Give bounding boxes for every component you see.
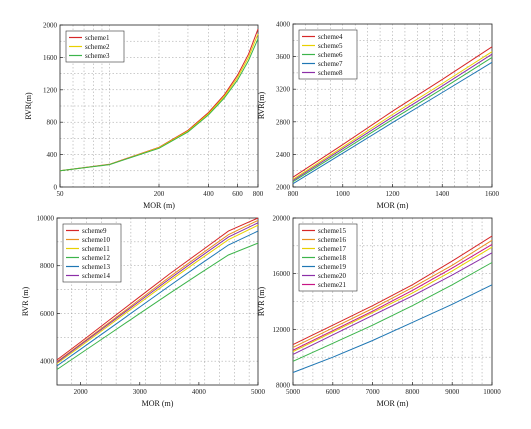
series-line-scheme21: [292, 243, 493, 351]
x-tick-label: 3000: [133, 388, 148, 396]
x-axis-label: MOR (m): [377, 399, 409, 408]
legend-label-scheme19: scheme19: [318, 263, 346, 271]
legend-label-scheme1: scheme1: [85, 34, 110, 42]
y-axis-label: RVR(m): [257, 91, 266, 119]
x-axis-label: MOR (m): [142, 399, 174, 408]
x-tick-label: 1000: [336, 190, 351, 198]
legend-label-scheme9: scheme9: [82, 227, 107, 235]
y-tick-label: 8000: [40, 262, 55, 270]
series-line-scheme4: [292, 46, 493, 178]
y-axis-label: RVR (m): [257, 286, 266, 316]
series-line-scheme20: [292, 252, 493, 355]
legend-label-scheme2: scheme2: [85, 43, 110, 51]
series-line-scheme17: [292, 246, 493, 353]
x-tick-label: 200: [154, 190, 165, 198]
chart-panel-2: 800 1000 1200 1400 1600 2000 2400 2800 3200 3600 4…: [257, 21, 500, 211]
y-tick-label: 0: [54, 184, 58, 192]
legend-label-scheme6: scheme6: [318, 51, 343, 59]
chart-panel-3: 2000 3000 4000 5000 4000 6000 8000 10000 MOR (m)…: [21, 215, 266, 409]
chart-panel-1: 50 200 400 600 800 0 400 800 1200 1600 2000 MOR (m)…: [24, 22, 264, 211]
y-tick-label: 6000: [40, 310, 55, 318]
x-tick-label: 5000: [286, 388, 301, 396]
legend-label-scheme4: scheme4: [318, 33, 343, 41]
series-line-scheme3: [59, 38, 259, 172]
x-tick-label: 800: [288, 190, 299, 198]
legend-label-scheme8: scheme8: [318, 69, 343, 77]
plot-frame: [56, 217, 259, 386]
legend-label-scheme10: scheme10: [82, 236, 110, 244]
x-tick-label: 10000: [483, 388, 501, 396]
x-tick-label: 7000: [366, 388, 381, 396]
x-tick-label: 800: [253, 190, 264, 198]
y-axis-label: RVR(m): [24, 92, 33, 120]
y-tick-label: 2000: [43, 22, 58, 30]
series-line-scheme10: [56, 219, 259, 363]
series-line-scheme5: [292, 51, 493, 180]
x-tick-label: 8000: [405, 388, 420, 396]
y-tick-label: 8000: [276, 382, 291, 390]
x-tick-label: 600: [232, 190, 243, 198]
legend-label-scheme17: scheme17: [318, 245, 346, 253]
x-tick-label: 5000: [251, 388, 266, 396]
x-tick-label: 1400: [435, 190, 450, 198]
legend-label-scheme20: scheme20: [318, 272, 346, 280]
legend-label-scheme13: scheme13: [82, 263, 110, 271]
x-axis-label: MOR (m): [143, 201, 175, 210]
series-line-scheme12: [56, 242, 259, 370]
series-line-scheme16: [292, 239, 493, 348]
series-line-scheme8: [292, 53, 493, 181]
x-tick-label: 50: [57, 190, 65, 198]
plot-frame: [292, 217, 493, 386]
series-line-scheme9: [56, 217, 259, 361]
series-line-scheme18: [292, 262, 493, 362]
legend-label-scheme3: scheme3: [85, 52, 110, 60]
y-tick-label: 20000: [273, 215, 291, 223]
series-line-scheme11: [56, 224, 259, 364]
legend-label-scheme14: scheme14: [82, 272, 110, 280]
y-tick-label: 2800: [276, 118, 291, 126]
legend-label-scheme18: scheme18: [318, 254, 346, 262]
y-tick-label: 10000: [37, 215, 55, 223]
x-tick-label: 2000: [74, 388, 89, 396]
y-tick-label: 12000: [273, 326, 291, 334]
y-tick-label: 1600: [43, 54, 58, 62]
y-tick-label: 4000: [276, 21, 291, 29]
y-tick-label: 400: [47, 151, 58, 159]
series-line-scheme7: [292, 61, 493, 185]
x-axis-label: MOR (m): [377, 201, 409, 210]
x-tick-label: 1600: [485, 190, 500, 198]
legend-label-scheme5: scheme5: [318, 42, 343, 50]
x-tick-label: 400: [203, 190, 214, 198]
series-line-scheme19: [292, 284, 493, 373]
legend-label-scheme21: scheme21: [318, 281, 346, 289]
series-line-scheme13: [56, 230, 259, 367]
legend-label-scheme16: scheme16: [318, 236, 346, 244]
y-tick-label: 2000: [276, 184, 291, 192]
y-tick-label: 2400: [276, 151, 291, 159]
legend-label-scheme7: scheme7: [318, 60, 343, 68]
y-tick-label: 800: [47, 119, 58, 127]
x-tick-label: 6000: [326, 388, 341, 396]
y-tick-label: 3200: [276, 86, 291, 94]
x-tick-label: 1200: [386, 190, 401, 198]
legend-label-scheme15: scheme15: [318, 227, 346, 235]
y-tick-label: 3600: [276, 53, 291, 61]
chart-panel-4: 5000 6000 7000 8000 9000 10000 8000 12000 16000 2…: [257, 215, 501, 409]
y-tick-label: 16000: [273, 270, 291, 278]
series-line-scheme6: [292, 56, 493, 183]
x-tick-label: 4000: [192, 388, 207, 396]
y-tick-label: 4000: [40, 358, 55, 366]
y-tick-label: 1200: [43, 86, 58, 94]
legend-box: [62, 223, 122, 283]
series-line-scheme14: [56, 222, 259, 363]
series-line-scheme15: [292, 235, 493, 346]
legend-label-scheme11: scheme11: [82, 245, 110, 253]
y-axis-label: RVR (m): [21, 286, 30, 316]
legend-label-scheme12: scheme12: [82, 254, 110, 262]
x-tick-label: 9000: [445, 388, 460, 396]
